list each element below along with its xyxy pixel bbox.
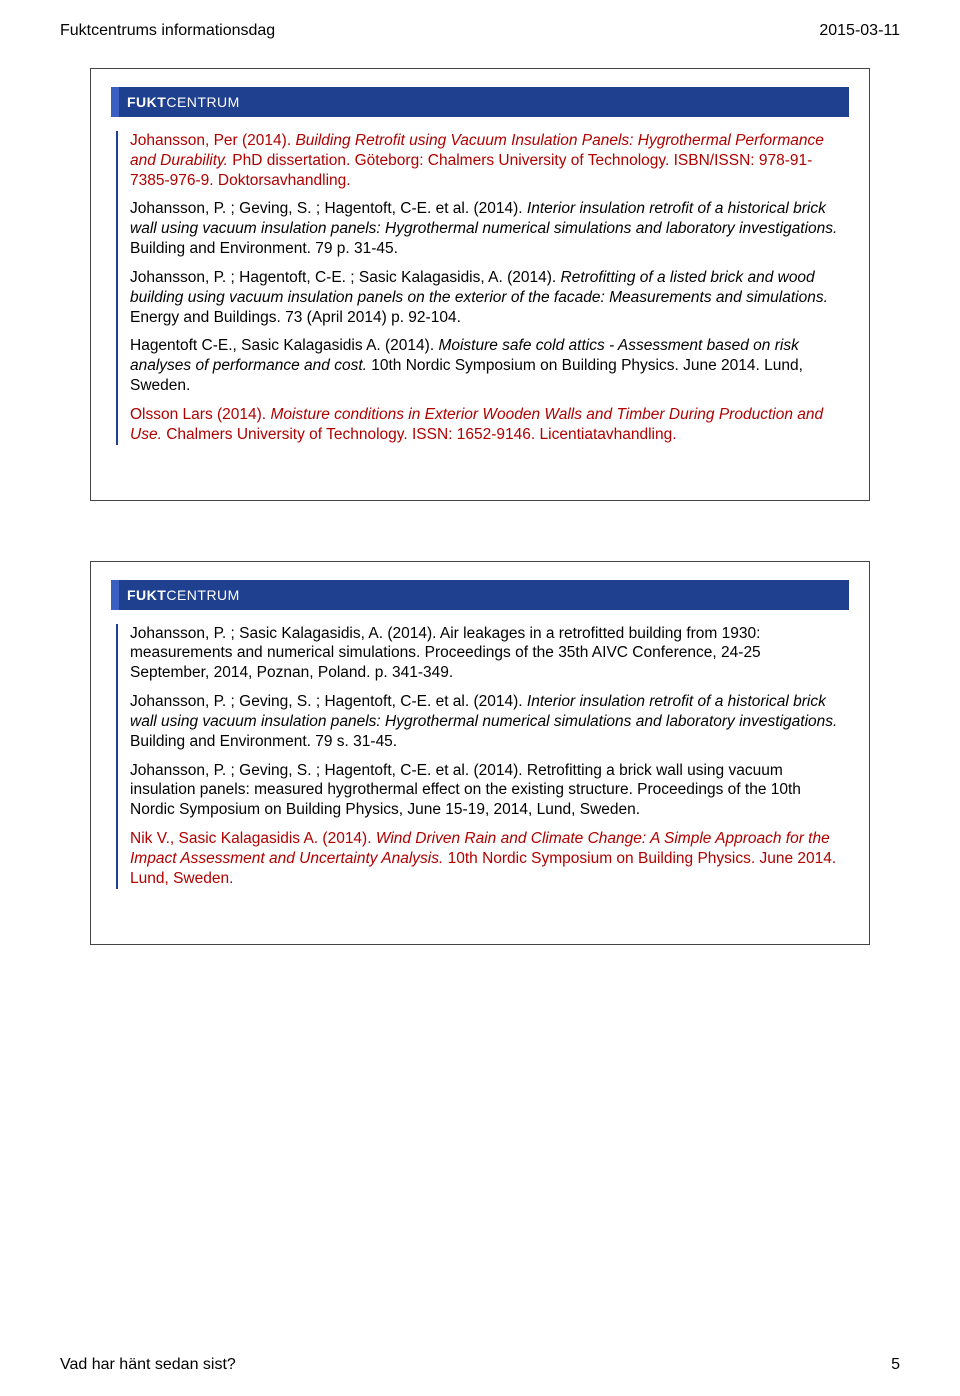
ref-9: Nik V., Sasic Kalagasidis A. (2014). Win… <box>130 829 839 888</box>
ref-3-tail: Energy and Buildings. 73 (April 2014) p.… <box>130 309 461 326</box>
ref-6: Johansson, P. ; Sasic Kalagasidis, A. (2… <box>130 624 839 683</box>
header-left: Fuktcentrums informationsdag <box>60 22 275 40</box>
slide-1: FUKTCENTRUM Johansson, Per (2014). Build… <box>90 68 870 501</box>
slide-2-content: Johansson, P. ; Sasic Kalagasidis, A. (2… <box>116 624 849 889</box>
ref-5-author: Olsson Lars (2014). <box>130 406 270 423</box>
ref-5-tail: Chalmers University of Technology. ISSN:… <box>166 426 676 443</box>
ref-9-author: Nik V., Sasic Kalagasidis A. (2014). <box>130 830 376 847</box>
slides-container: FUKTCENTRUM Johansson, Per (2014). Build… <box>0 40 960 945</box>
footer-left: Vad har hänt sedan sist? <box>60 1356 236 1374</box>
ref-3: Johansson, P. ; Hagentoft, C-E. ; Sasic … <box>130 268 839 327</box>
ref-4: Hagentoft C-E., Sasic Kalagasidis A. (20… <box>130 336 839 395</box>
brand-part2: CENTRUM <box>166 94 240 110</box>
ref-1-tail: PhD dissertation. Göteborg: Chalmers Uni… <box>130 152 812 189</box>
page-header: Fuktcentrums informationsdag 2015-03-11 <box>0 0 960 40</box>
ref-7: Johansson, P. ; Geving, S. ; Hagentoft, … <box>130 692 839 751</box>
ref-2-author: Johansson, P. ; Geving, S. ; Hagentoft, … <box>130 200 527 217</box>
ref-7-tail: Building and Environment. 79 s. 31-45. <box>130 733 397 750</box>
slide-1-content: Johansson, Per (2014). Building Retrofit… <box>116 131 849 445</box>
brand-part1: FUKT <box>127 587 166 603</box>
slide-title-bar: FUKTCENTRUM <box>111 87 849 117</box>
ref-7-author: Johansson, P. ; Geving, S. ; Hagentoft, … <box>130 693 527 710</box>
page-footer: Vad har hänt sedan sist? 5 <box>60 1356 900 1374</box>
ref-5: Olsson Lars (2014). Moisture conditions … <box>130 405 839 445</box>
ref-8: Johansson, P. ; Geving, S. ; Hagentoft, … <box>130 761 839 820</box>
ref-1: Johansson, Per (2014). Building Retrofit… <box>130 131 839 190</box>
brand-logo: FUKTCENTRUM <box>127 94 240 110</box>
brand-part1: FUKT <box>127 94 166 110</box>
slide-2: FUKTCENTRUM Johansson, P. ; Sasic Kalaga… <box>90 561 870 945</box>
brand-part2: CENTRUM <box>166 587 240 603</box>
brand-logo: FUKTCENTRUM <box>127 587 240 603</box>
ref-1-author: Johansson, Per (2014). <box>130 132 295 149</box>
ref-2-tail: Building and Environment. 79 p. 31-45. <box>130 240 398 257</box>
ref-3-author: Johansson, P. ; Hagentoft, C-E. ; Sasic … <box>130 269 561 286</box>
header-right: 2015-03-11 <box>819 22 900 40</box>
ref-4-author: Hagentoft C-E., Sasic Kalagasidis A. (20… <box>130 337 438 354</box>
ref-2: Johansson, P. ; Geving, S. ; Hagentoft, … <box>130 199 839 258</box>
slide-title-bar: FUKTCENTRUM <box>111 580 849 610</box>
footer-page-number: 5 <box>891 1356 900 1374</box>
